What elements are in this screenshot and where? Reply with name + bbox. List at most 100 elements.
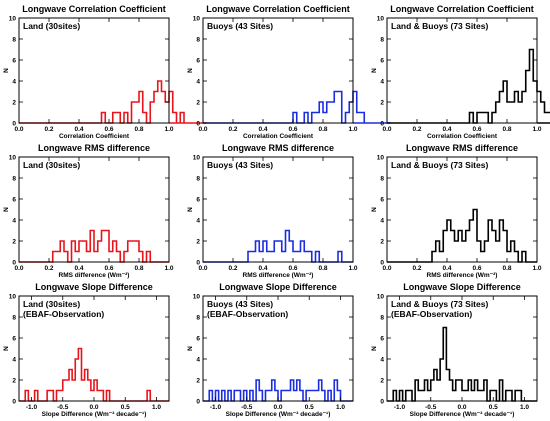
x-axis-label: Correlation Coefficient [243,133,314,140]
histogram-series [387,208,537,263]
panel-annotation: Buoys (43 Sites) [207,160,273,170]
x-tick-label: 0.8 [134,126,143,133]
panel-title: Longwave RMS difference [38,143,150,153]
x-axis-label: RMS difference (Wm⁻²) [427,272,498,279]
panel-title: Longwave RMS difference [406,143,518,153]
x-tick-label: -0.5 [241,404,253,411]
y-tick-label: 2 [380,377,384,384]
x-tick-label: 0.6 [472,265,481,272]
x-tick-label: 0.0 [14,265,23,272]
x-tick-label: 1.0 [336,404,345,411]
panel-annotation: Buoys (43 Sites) [207,21,273,31]
panel-slope-buoys: Longwave Slope Difference 0 2 4 6 8 10 -1.0 -0.5… [187,282,354,418]
panel-annotation: Buoys (43 Sites) [207,299,273,309]
y-tick-label: 6 [196,57,200,64]
y-tick-label: 8 [196,36,200,43]
x-tick-label: 0.4 [442,126,451,133]
x-tick-label: 0.6 [472,126,481,133]
histogram-series [387,48,550,124]
y-tick-label: 4 [196,356,200,363]
plot-frame [386,17,538,124]
histogram-series [387,326,537,402]
y-tick-label: 6 [380,335,384,342]
y-tick-label: 10 [9,154,17,161]
y-axis-label: N [3,207,10,212]
panel-annotation: Land (30sites) [23,21,80,31]
panel-slope-landbuoys: Longwave Slope Difference 0 2 4 6 8 10 -1.0 -0.5… [371,282,538,418]
x-tick-label: 1.0 [348,126,357,133]
histogram-series [19,347,169,402]
panel-annotation: Land & Buoys (73 Sites) [391,160,488,170]
x-tick-label: 0.0 [198,126,207,133]
x-tick-label: 0.8 [318,265,327,272]
y-tick-label: 10 [377,293,385,300]
y-tick-label: 2 [196,377,200,384]
x-tick-label: 0.4 [74,126,83,133]
x-tick-label: 0.0 [89,404,98,411]
panel-title: Longwave Correlation Coefficient [206,4,350,14]
y-tick-label: 4 [380,78,384,85]
x-tick-label: 0.5 [121,404,130,411]
x-tick-label: 0.5 [305,404,314,411]
x-tick-label: -1.0 [26,404,38,411]
panel-slope-land: Longwave Slope Difference 0 2 4 6 8 10 -1.0 -0.5… [3,282,170,418]
x-tick-label: 0.8 [318,126,327,133]
y-tick-label: 0 [380,398,384,405]
x-tick-label: 0.0 [457,404,466,411]
x-axis-label: RMS difference (Wm⁻²) [59,272,130,279]
plot-frame [386,156,538,263]
panel-rms-buoys: Longwave RMS difference 0 2 4 6 8 10 0.0 0.2 0.4 0… [187,143,358,279]
x-axis-label: Slope Difference (Wm⁻² decade⁻¹) [226,411,331,418]
x-tick-label: 1.0 [164,265,173,272]
panel-title: Longwave Correlation Coefficient [390,4,534,14]
y-axis-label: N [187,68,194,73]
y-tick-label: 4 [12,78,16,85]
y-tick-label: 0 [380,259,384,266]
x-tick-label: -0.5 [425,404,437,411]
y-tick-label: 6 [380,57,384,64]
y-tick-label: 2 [12,99,16,106]
x-tick-label: 0.2 [228,126,237,133]
y-axis-label: N [371,346,378,351]
histogram-series [203,379,353,402]
y-tick-label: 8 [380,36,384,43]
y-tick-label: 0 [12,259,16,266]
y-tick-label: 10 [377,154,385,161]
panel-corr-landbuoys: Longwave Correlation Coefficient 0 2 4 6 8 10 0… [371,4,550,140]
panel-annotation: Land (30sites) [23,299,80,309]
x-tick-label: 0.2 [228,265,237,272]
x-tick-label: 0.4 [74,265,83,272]
x-tick-label: 0.2 [412,126,421,133]
panel-annotation: Land & Buoys (73 Sites) [391,299,488,309]
panel-title: Longwave Correlation Coefficient [22,4,166,14]
panel-rms-landbuoys: Longwave RMS difference 0 2 4 6 8 10 0.0 0.2 0.4 0… [371,143,542,279]
y-tick-label: 10 [9,15,17,22]
y-tick-label: 2 [12,238,16,245]
x-tick-label: 0.5 [489,404,498,411]
histogram-series [203,229,353,263]
y-tick-label: 6 [12,335,16,342]
x-tick-label: 0.2 [412,265,421,272]
x-tick-label: 0.4 [258,126,267,133]
y-axis-label: N [371,207,378,212]
x-tick-label: 1.0 [532,126,541,133]
y-tick-label: 2 [196,99,200,106]
x-tick-label: -1.0 [394,404,406,411]
y-tick-label: 10 [377,15,385,22]
y-tick-label: 2 [380,238,384,245]
histogram-series [19,229,169,263]
y-tick-label: 2 [380,99,384,106]
x-tick-label: 0.6 [104,126,113,133]
x-tick-label: -1.0 [210,404,222,411]
y-tick-label: 0 [196,259,200,266]
y-tick-label: 0 [12,120,16,127]
x-tick-label: 1.0 [152,404,161,411]
histogram-series [203,90,391,124]
x-tick-label: 0.0 [198,265,207,272]
panel-annotation: (EBAF-Observation) [23,309,104,319]
panel-annotation: (EBAF-Observation) [391,309,472,319]
panel-annotation: (EBAF-Observation) [207,309,288,319]
plot-frame [18,156,170,263]
y-tick-label: 10 [193,15,201,22]
